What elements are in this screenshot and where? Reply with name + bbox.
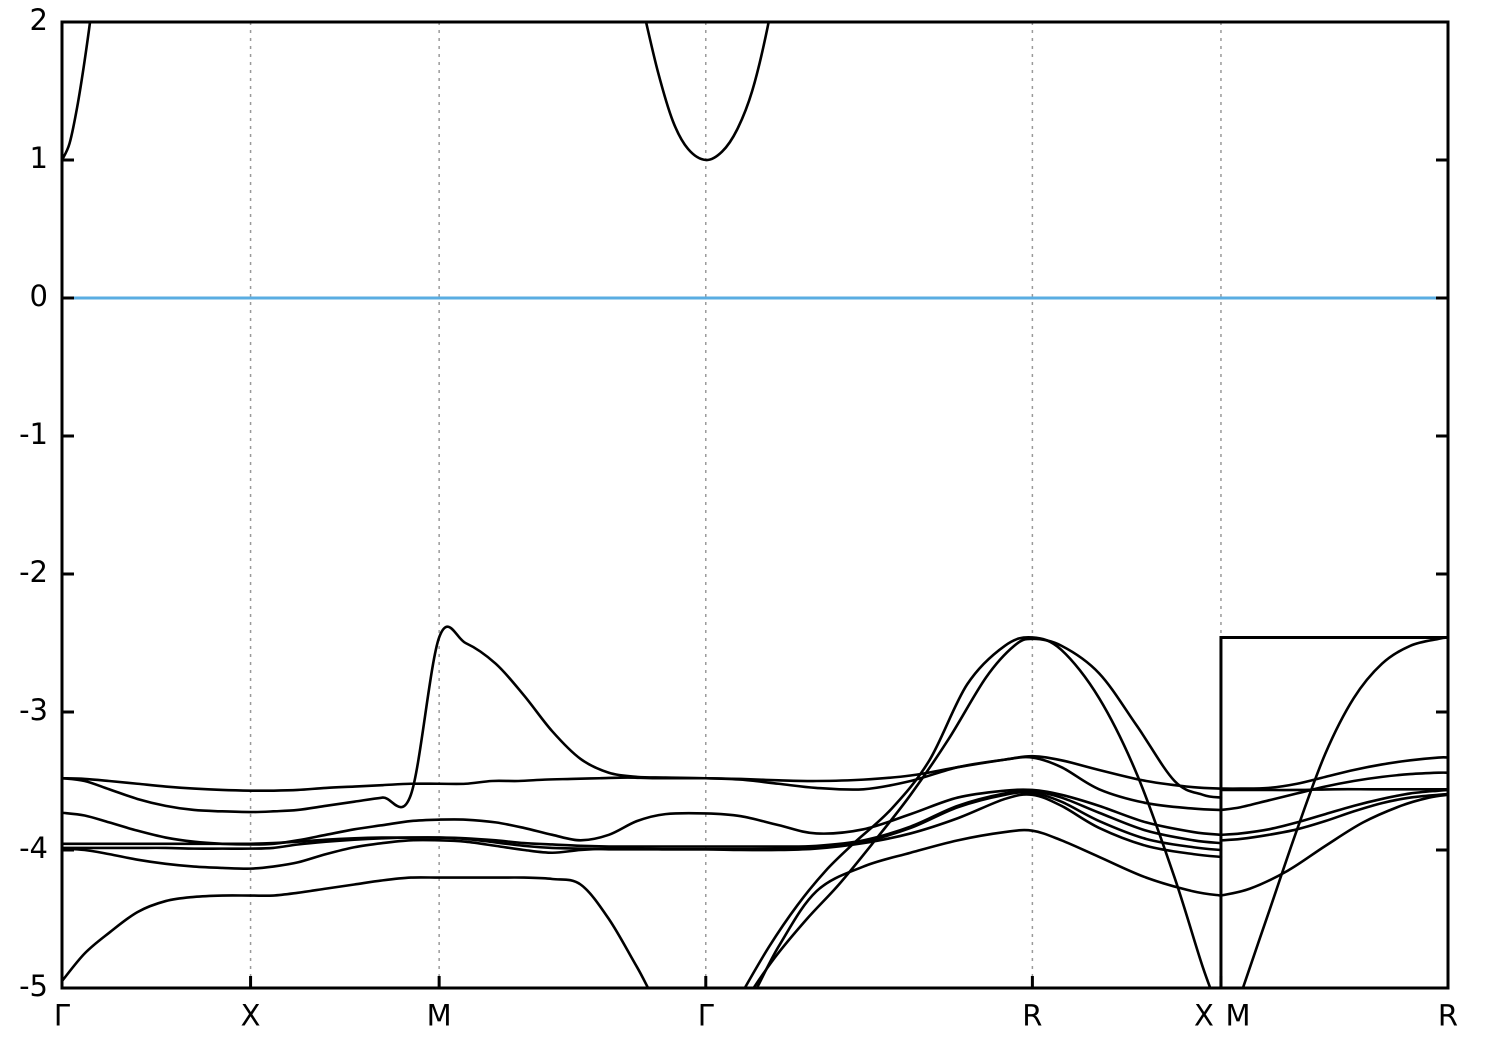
y-axis-tick-labels: 2 1 0 -1 -2 -3 -4 -5 xyxy=(19,3,48,1003)
band-curve xyxy=(62,788,1223,846)
band-curve xyxy=(62,790,1223,852)
plot-frame xyxy=(60,20,1450,990)
path-break-frame xyxy=(1219,635,1448,988)
x-axis-label-2: M xyxy=(427,999,452,1033)
x-axis-label-7: R xyxy=(1438,999,1458,1033)
x-axis-label-0: Γ xyxy=(54,999,70,1033)
band-curve xyxy=(743,636,1212,988)
band-curve xyxy=(1219,771,1448,812)
band-curve xyxy=(1241,636,1448,988)
band-curve xyxy=(1219,792,1448,842)
gridlines-group xyxy=(249,22,1222,988)
y-axis-label--5: -5 xyxy=(19,969,48,1003)
y-axis-label-2: 2 xyxy=(30,3,48,37)
tick-marks-group xyxy=(62,158,1448,988)
y-axis-label--3: -3 xyxy=(19,693,48,727)
x-axis-label-1: X xyxy=(241,999,261,1033)
x-axis-label-6: M xyxy=(1225,999,1250,1033)
band-curve xyxy=(62,793,1223,870)
x-axis-label-4: R xyxy=(1022,999,1042,1033)
band-curve xyxy=(62,828,1223,988)
y-axis-label--2: -2 xyxy=(19,555,48,589)
band-curve xyxy=(62,625,1223,814)
band-curve xyxy=(752,637,1223,988)
plot-frame-group xyxy=(60,20,1450,990)
band-curve xyxy=(62,22,92,162)
band-curve xyxy=(1219,787,1448,792)
y-axis-label--1: -1 xyxy=(19,417,48,451)
band-curve xyxy=(1219,756,1448,790)
y-axis-label-1: 1 xyxy=(30,141,48,175)
band-curve xyxy=(1219,793,1448,897)
band-curve xyxy=(1219,788,1448,837)
band-curves-group xyxy=(62,22,1448,988)
y-axis-label-0: 0 xyxy=(30,279,48,313)
x-axis-label-3: Γ xyxy=(698,999,714,1033)
x-axis-label-5: X xyxy=(1194,999,1214,1033)
band-curve xyxy=(62,789,1223,848)
y-axis-label--4: -4 xyxy=(19,831,48,865)
band-curve xyxy=(644,22,770,162)
